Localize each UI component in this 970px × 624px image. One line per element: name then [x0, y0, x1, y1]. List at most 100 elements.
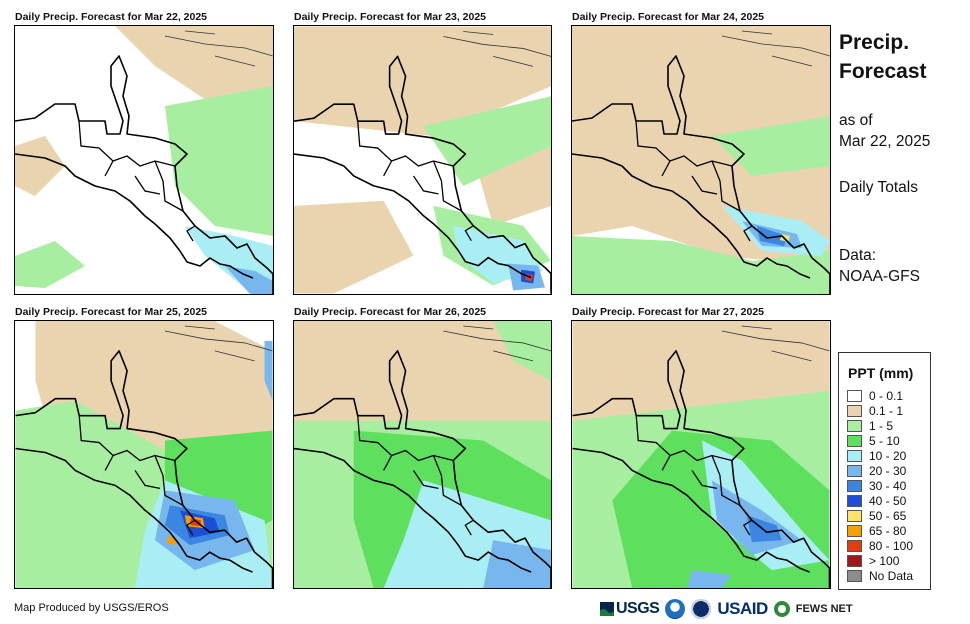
legend-label: 10 - 20 [869, 448, 907, 463]
country-borders [357, 121, 474, 242]
precip-area [687, 570, 732, 588]
precip-area [15, 136, 65, 196]
precip-area [712, 116, 830, 176]
coastline [294, 350, 551, 588]
legend-label: 5 - 10 [869, 433, 900, 448]
precip-area [165, 86, 273, 236]
legend-item: 0.1 - 1 [847, 403, 903, 418]
precip-area [15, 241, 85, 288]
legend-label: 80 - 100 [869, 538, 914, 553]
legend-label: 0 - 0.1 [869, 388, 904, 403]
precip-area [294, 26, 551, 137]
usgs-wave-icon [600, 602, 614, 616]
precip-area [493, 321, 551, 381]
forecast-title-line1: Precip. [839, 31, 910, 54]
legend-label: 1 - 5 [869, 418, 894, 433]
legend-swatch [847, 494, 862, 507]
panel-title-mar22: Daily Precip. Forecast for Mar 22, 2025 [15, 11, 208, 23]
coastline [15, 350, 273, 588]
legend-item: 50 - 65 [847, 508, 906, 523]
fews-net-logo: FEWS NET [795, 603, 853, 615]
legend-swatch [847, 449, 862, 462]
asof-label: as of [839, 112, 873, 129]
coastline [15, 55, 273, 294]
usgs-logo-text: USGS [616, 600, 660, 617]
legend-label: No Data [869, 568, 914, 583]
legend-item: 80 - 100 [847, 538, 913, 553]
legend-label: 30 - 40 [869, 478, 907, 493]
daily-totals-label: Daily Totals [839, 179, 918, 196]
legend-item: 20 - 30 [847, 463, 906, 478]
precip-legend: PPT (mm) 0 - 0.1 0.1 - 1 1 - 5 5 - 10 10… [838, 352, 931, 590]
asof-date: Mar 22, 2025 [839, 133, 931, 150]
coastline [572, 55, 830, 294]
legend-label: 40 - 50 [869, 493, 907, 508]
panel-title-mar26: Daily Precip. Forecast for Mar 26, 2025 [294, 306, 487, 318]
precip-area [264, 340, 273, 401]
map-panel-mar25 [14, 320, 274, 589]
map-credit: Map Produced by USGS/EROS [14, 602, 169, 614]
country-borders [78, 120, 196, 242]
precip-area [572, 236, 830, 294]
legend-item: 10 - 20 [847, 448, 906, 463]
precip-area [294, 200, 414, 294]
precip-area [115, 26, 273, 106]
legend-swatch [847, 554, 862, 567]
precip-area [572, 26, 830, 266]
legend-item: > 100 [847, 553, 899, 568]
caribbean-islands [721, 325, 830, 362]
map-panel-mar26 [293, 320, 552, 589]
precip-area [746, 515, 782, 543]
legend-label: 20 - 30 [869, 463, 907, 478]
panel-title-mar23: Daily Precip. Forecast for Mar 23, 2025 [294, 11, 487, 23]
legend-swatch [847, 524, 862, 537]
legend-label: 0.1 - 1 [869, 403, 904, 418]
precip-area [190, 518, 201, 527]
coastline [294, 55, 551, 294]
precip-area [225, 266, 273, 294]
map-panel-mar27 [571, 320, 831, 589]
legend-label: > 100 [869, 553, 900, 568]
legend-item: No Data [847, 568, 913, 583]
panel-title-mar27: Daily Precip. Forecast for Mar 27, 2025 [572, 306, 765, 318]
panel-title-mar24: Daily Precip. Forecast for Mar 24, 2025 [572, 11, 765, 23]
map-panel-mar23 [293, 25, 552, 295]
legend-label: 65 - 80 [869, 523, 907, 538]
legend-swatch [847, 419, 862, 432]
data-label: Data: [839, 247, 877, 264]
caribbean-islands [164, 30, 273, 67]
legend-item: 40 - 50 [847, 493, 906, 508]
data-source: NOAA-GFS [839, 268, 920, 285]
legend-item: 65 - 80 [847, 523, 906, 538]
caribbean-islands [164, 325, 273, 362]
legend-swatch [847, 509, 862, 522]
nasa-seal-icon [691, 599, 712, 619]
usaid-logo: USAID [717, 599, 768, 618]
legend-title: PPT (mm) [848, 365, 914, 381]
caribbean-islands [443, 31, 551, 67]
forecast-title-line2: Forecast [839, 60, 927, 83]
legend-swatch [847, 539, 862, 552]
legend-item: 30 - 40 [847, 478, 906, 493]
caribbean-islands [721, 30, 830, 67]
partner-logos: USGS USAID FEWS NET [600, 597, 853, 621]
legend-label: 50 - 65 [869, 508, 907, 523]
legend-swatch [847, 389, 862, 402]
legend-item: 0 - 0.1 [847, 388, 903, 403]
country-borders [635, 415, 753, 536]
panel-title-mar25: Daily Precip. Forecast for Mar 25, 2025 [15, 306, 208, 318]
legend-swatch [847, 434, 862, 447]
legend-item: 5 - 10 [847, 433, 900, 448]
map-panel-mar24 [571, 25, 831, 295]
forecast-title: Precip. Forecast [839, 28, 927, 86]
caribbean-islands [443, 325, 551, 362]
precip-area [757, 226, 787, 246]
fews-globe-icon [773, 601, 790, 617]
usgs-logo: USGS [600, 600, 660, 618]
country-borders [357, 415, 474, 536]
legend-swatch [847, 479, 862, 492]
country-borders [78, 415, 196, 536]
legend-swatch [847, 464, 862, 477]
coastline [572, 350, 830, 588]
map-panel-mar22 [14, 25, 274, 295]
